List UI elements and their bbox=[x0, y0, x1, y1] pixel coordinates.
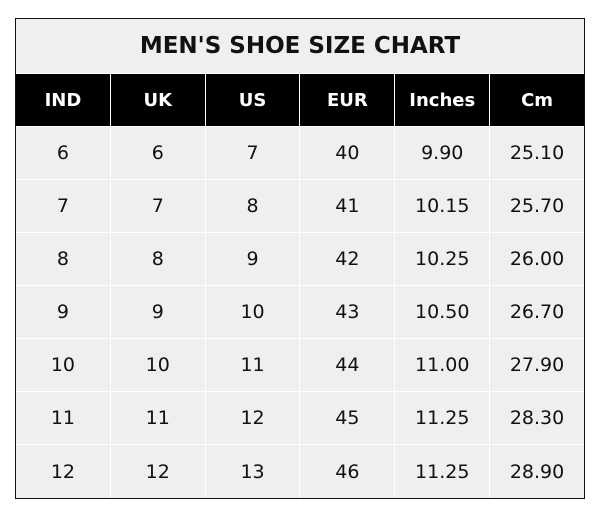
column-header: US bbox=[205, 74, 301, 127]
column-header: Inches bbox=[395, 74, 491, 127]
table-row: 12 12 13 46 11.25 28.90 bbox=[16, 445, 584, 498]
header-row: IND UK US EUR Inches Cm bbox=[16, 74, 584, 127]
shoe-size-table: MEN'S SHOE SIZE CHART IND UK US EUR Inches Cm… bbox=[15, 18, 585, 499]
table-cell: 13 bbox=[206, 445, 301, 498]
table-cell: 9 bbox=[16, 286, 111, 339]
table-cell: 10 bbox=[16, 339, 111, 392]
table-cell: 44 bbox=[300, 339, 396, 392]
table-cell: 11 bbox=[16, 392, 111, 445]
table-cell: 10.15 bbox=[395, 180, 491, 233]
table-cell: 11.25 bbox=[395, 392, 491, 445]
table-cell: 7 bbox=[16, 180, 111, 233]
table-title: MEN'S SHOE SIZE CHART bbox=[16, 19, 584, 74]
table-row: 9 9 10 43 10.50 26.70 bbox=[16, 286, 584, 339]
table-cell: 45 bbox=[300, 392, 396, 445]
table-cell: 8 bbox=[110, 233, 206, 286]
table-cell: 8 bbox=[16, 233, 111, 286]
table-cell: 25.10 bbox=[490, 127, 584, 180]
table-row: 6 6 7 40 9.90 25.10 bbox=[16, 127, 584, 180]
table-cell: 10 bbox=[205, 286, 301, 339]
table-cell: 40 bbox=[300, 127, 396, 180]
table-cell: 28.90 bbox=[509, 460, 565, 483]
table-cell: 26.00 bbox=[490, 233, 584, 286]
table-cell: 9 bbox=[205, 233, 301, 286]
table-cell: 42 bbox=[300, 233, 396, 286]
table-cell: 8 bbox=[205, 180, 301, 233]
table-cell: 10 bbox=[110, 339, 206, 392]
table-cell: 11.00 bbox=[395, 339, 491, 392]
table-cell: 11 bbox=[205, 339, 301, 392]
table-cell: 26.70 bbox=[490, 286, 584, 339]
table-cell: 46 bbox=[300, 445, 396, 498]
table-cell: 12 bbox=[16, 445, 111, 498]
table-row: 10 10 11 44 11.00 27.90 bbox=[16, 339, 584, 392]
table-cell: 28.30 bbox=[490, 392, 584, 445]
table-row: 11 11 12 45 11.25 28.30 bbox=[16, 392, 584, 445]
table-cell: 41 bbox=[300, 180, 396, 233]
column-header: IND bbox=[16, 74, 111, 127]
column-header: UK bbox=[110, 74, 206, 127]
table-cell: 12 bbox=[111, 445, 206, 498]
table-cell: 9 bbox=[110, 286, 206, 339]
table-cell: 6 bbox=[110, 127, 206, 180]
column-header: Cm bbox=[490, 74, 584, 127]
table-cell: 43 bbox=[300, 286, 396, 339]
table-cell: 27.90 bbox=[490, 339, 584, 392]
table-cell: 11.25 bbox=[395, 445, 491, 498]
column-header: EUR bbox=[300, 74, 396, 127]
table-body: 6 6 7 40 9.90 25.10 7 7 8 41 10.15 25.70 8 8 9 42 10.25 2… bbox=[16, 127, 584, 498]
table-cell: 11 bbox=[110, 392, 206, 445]
table-cell: 25.70 bbox=[490, 180, 584, 233]
table-cell: 7 bbox=[110, 180, 206, 233]
table-cell: 10.25 bbox=[395, 233, 491, 286]
table-cell: 9.90 bbox=[395, 127, 491, 180]
table-cell: 12 bbox=[205, 392, 301, 445]
table-row: 7 7 8 41 10.15 25.70 bbox=[16, 180, 584, 233]
table-cell: 10.50 bbox=[395, 286, 491, 339]
table-row: 8 8 9 42 10.25 26.00 bbox=[16, 233, 584, 286]
table-cell: 6 bbox=[16, 127, 111, 180]
table-cell: 7 bbox=[205, 127, 301, 180]
